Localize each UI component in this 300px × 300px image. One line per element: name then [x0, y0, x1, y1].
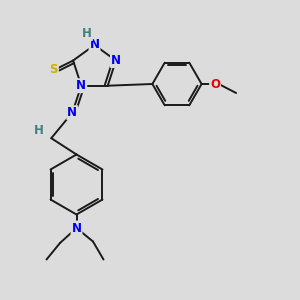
Text: S: S [50, 63, 58, 76]
Text: N: N [89, 38, 100, 52]
Text: N: N [71, 221, 82, 235]
Text: N: N [76, 79, 86, 92]
Text: H: H [82, 27, 92, 40]
Text: N: N [67, 106, 77, 119]
Text: O: O [210, 77, 220, 91]
Text: H: H [34, 124, 44, 137]
Text: N: N [111, 54, 121, 67]
